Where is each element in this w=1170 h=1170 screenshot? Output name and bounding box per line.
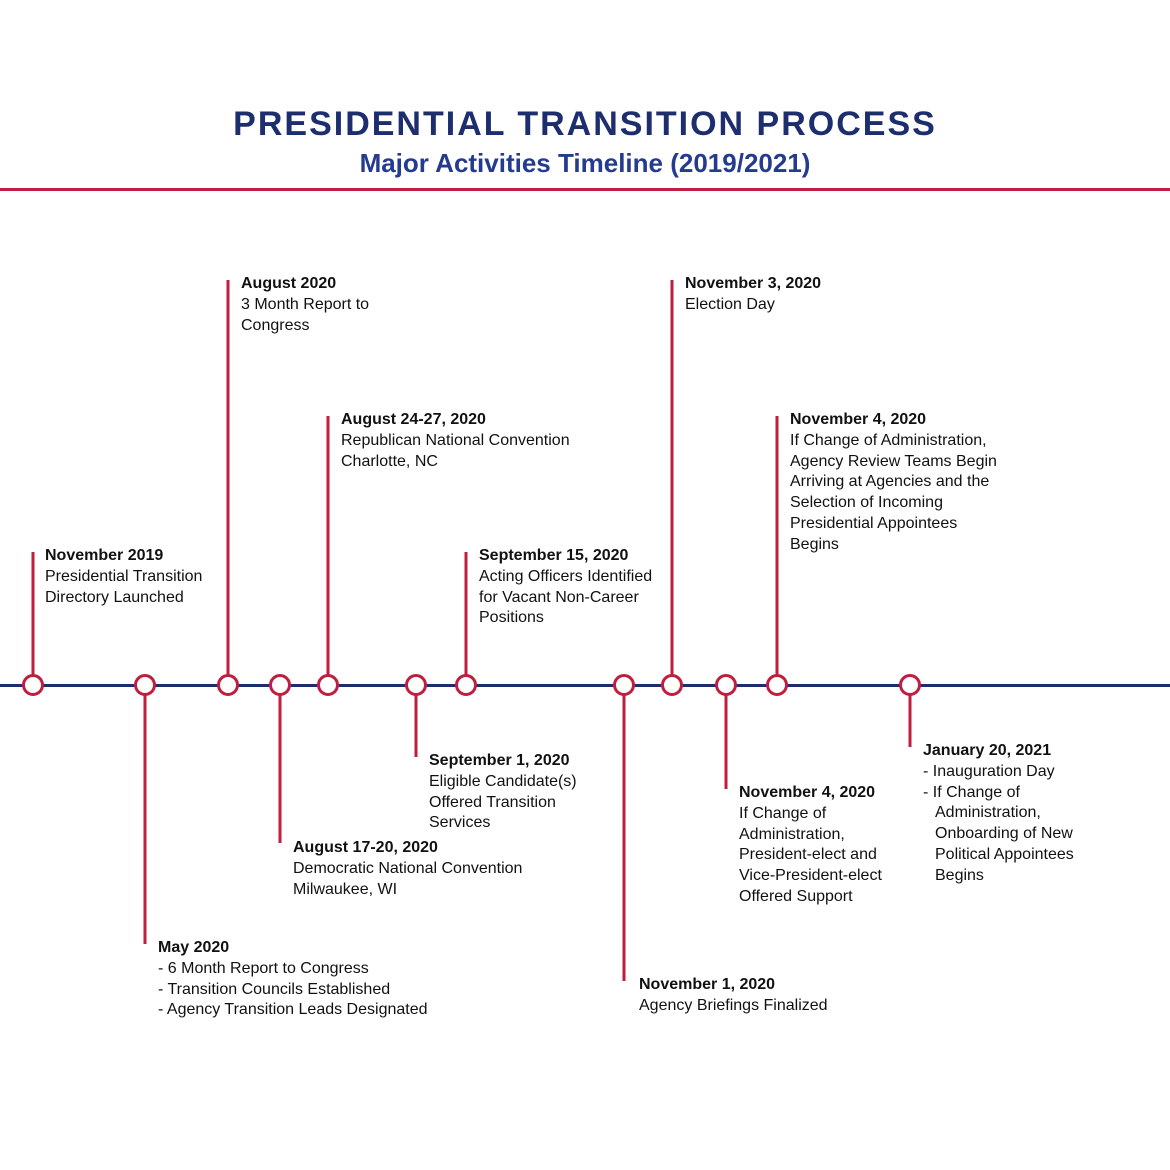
timeline-entry: August 24-27, 2020Republican National Co…	[341, 410, 581, 472]
timeline-stem	[279, 684, 282, 843]
timeline-stem	[144, 684, 147, 944]
timeline-entry-date: January 20, 2021	[923, 741, 1093, 762]
timeline-entry-desc: If Change of Administration, Agency Revi…	[790, 431, 1000, 556]
timeline-entry-date: August 17-20, 2020	[293, 838, 533, 859]
timeline-node	[217, 674, 239, 696]
timeline-entry-date: August 2020	[241, 274, 381, 295]
timeline-entry-desc: Acting Officers Identified for Vacant No…	[479, 567, 659, 629]
timeline-stem	[465, 552, 468, 684]
timeline-node	[22, 674, 44, 696]
timeline-entry: May 2020- 6 Month Report to Congress- Tr…	[158, 938, 458, 1021]
timeline-node	[715, 674, 737, 696]
header-rule	[0, 188, 1170, 191]
timeline-node	[661, 674, 683, 696]
timeline-entry: November 3, 2020Election Day	[685, 274, 845, 316]
timeline-stem	[776, 416, 779, 684]
timeline-entry-date: November 4, 2020	[790, 410, 1000, 431]
timeline-entry-desc: Presidential Transition Directory Launch…	[45, 567, 215, 609]
timeline-stem	[227, 280, 230, 684]
page-subtitle: Major Activities Timeline (2019/2021)	[0, 148, 1170, 179]
timeline-node	[134, 674, 156, 696]
timeline-entry-desc: - 6 Month Report to Congress- Transition…	[158, 959, 458, 1021]
timeline-entry: January 20, 2021- Inauguration Day- If C…	[923, 741, 1093, 887]
timeline-entry-desc: If Change of Administration, President-e…	[739, 804, 909, 908]
timeline-entry-date: November 2019	[45, 546, 215, 567]
timeline-node	[613, 674, 635, 696]
timeline-stem	[725, 684, 728, 789]
timeline-entry-desc: Eligible Candidate(s) Offered Transition…	[429, 772, 609, 834]
page-title: PRESIDENTIAL TRANSITION PROCESS	[0, 105, 1170, 144]
timeline-node	[269, 674, 291, 696]
timeline-stem	[32, 552, 35, 684]
timeline-entry: September 1, 2020Eligible Candidate(s) O…	[429, 751, 609, 834]
timeline-entry: November 4, 2020If Change of Administrat…	[790, 410, 1000, 556]
timeline-entry-date: November 1, 2020	[639, 975, 839, 996]
timeline-entry-desc: Election Day	[685, 295, 845, 316]
timeline-entry: August 17-20, 2020Democratic National Co…	[293, 838, 533, 900]
timeline-entry-desc: Agency Briefings Finalized	[639, 996, 839, 1017]
timeline-axis	[0, 684, 1170, 687]
timeline-entry-desc: Republican National Convention Charlotte…	[341, 431, 581, 473]
timeline-node	[766, 674, 788, 696]
timeline-stem	[327, 416, 330, 684]
timeline-node	[317, 674, 339, 696]
timeline-entry: August 20203 Month Report to Congress	[241, 274, 381, 336]
timeline-entry-date: November 4, 2020	[739, 783, 909, 804]
timeline-entry-date: May 2020	[158, 938, 458, 959]
timeline-entry: September 15, 2020Acting Officers Identi…	[479, 546, 659, 629]
timeline-node	[405, 674, 427, 696]
timeline-entry: November 1, 2020Agency Briefings Finaliz…	[639, 975, 839, 1017]
timeline-entry-desc: - Inauguration Day- If Change of Adminis…	[923, 762, 1093, 887]
timeline-entry-date: August 24-27, 2020	[341, 410, 581, 431]
timeline-entry-date: September 15, 2020	[479, 546, 659, 567]
timeline-node	[455, 674, 477, 696]
timeline-node	[899, 674, 921, 696]
timeline-entry: November 2019Presidential Transition Dir…	[45, 546, 215, 608]
timeline-entry-desc: 3 Month Report to Congress	[241, 295, 381, 337]
timeline-entry-desc: Democratic National Convention Milwaukee…	[293, 859, 533, 901]
timeline-stem	[671, 280, 674, 684]
timeline-entry: November 4, 2020If Change of Administrat…	[739, 783, 909, 908]
timeline-entry-date: November 3, 2020	[685, 274, 845, 295]
timeline-stem	[623, 684, 626, 981]
timeline-entry-date: September 1, 2020	[429, 751, 609, 772]
